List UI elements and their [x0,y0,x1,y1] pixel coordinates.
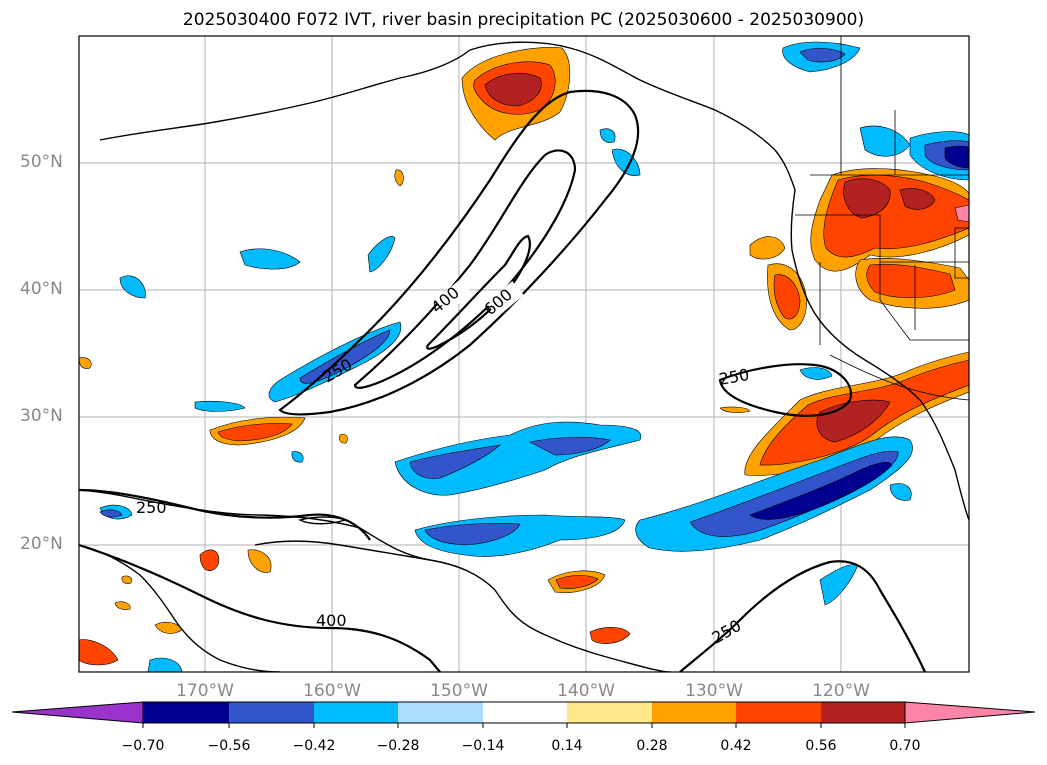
lat-label: 40°N [20,279,63,299]
lon-label: 150°W [430,681,488,701]
state-borders [795,36,969,401]
colorbar-tick-label: −0.70 [121,738,165,754]
colorbar-tick-label: 0.42 [720,738,752,754]
plot-frame [78,35,970,673]
plot-area [79,36,969,672]
lon-label: 160°W [303,681,361,701]
colorbar-tick-label: 0.14 [551,738,583,754]
contour-label: 250 [136,498,167,517]
colorbar-tick-label: 0.56 [805,738,837,754]
lat-label: 50°N [20,152,63,172]
colorbar-over-arrow [904,701,1036,724]
lon-label: 120°W [812,681,870,701]
lon-label: 130°W [685,681,743,701]
colorbar-tick-label: −0.14 [461,738,505,754]
lon-label: 140°W [557,681,615,701]
colorbar-tick-label: −0.56 [207,738,251,754]
lat-label: 20°N [20,534,63,554]
colorbar-tick-label: 0.28 [636,738,668,754]
map-title: 2025030400 F072 IVT, river basin precipi… [182,10,865,30]
colorbar-tick-label: 0.70 [889,738,921,754]
ivt-contours [79,89,926,672]
lat-label: 30°N [20,406,63,426]
negative-pc-regions [99,41,969,672]
colorbar-tick-label: −0.42 [292,738,336,754]
contour-label: 400 [316,611,347,630]
colorbar [11,701,1036,728]
colorbar-tick-label: −0.28 [376,738,420,754]
contour-label: 250 [717,365,750,389]
lon-label: 170°W [176,681,234,701]
colorbar-under-arrow [11,701,144,724]
